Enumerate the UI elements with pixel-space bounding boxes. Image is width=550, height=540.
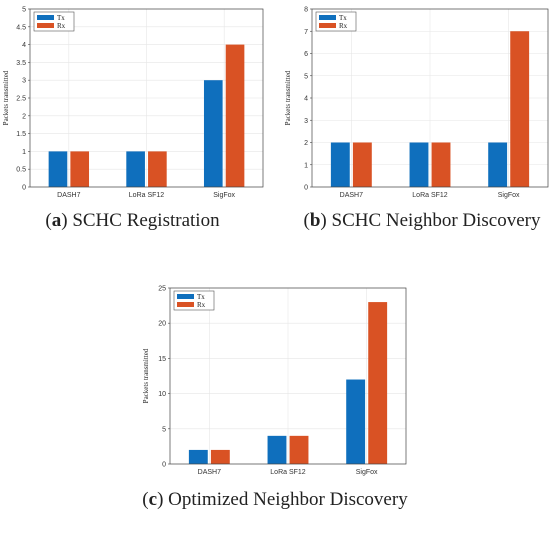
chart2-ytick-label: 25	[158, 286, 166, 293]
chart0-legend-swatch-tx	[37, 15, 54, 20]
chart0-ytick-label: 1.5	[16, 131, 26, 138]
chart0-ytick-label: 4	[22, 42, 26, 49]
chart0-ytick-label: 5	[22, 7, 26, 14]
chart0-legend-label-rx: Rx	[57, 22, 66, 30]
chart2-ytick-label: 20	[158, 321, 166, 328]
chart0-ytick-label: 0.5	[16, 167, 26, 174]
chart2-y-axis-title: Packets transmitted	[142, 348, 150, 403]
chart1-legend-swatch-tx	[319, 15, 336, 20]
chart1-bar-rx-1	[431, 142, 451, 187]
caption-a-text: SCHC Registration	[72, 210, 220, 231]
chart2-ytick-label: 0	[162, 462, 166, 469]
chart0-legend-box	[33, 11, 75, 32]
caption-c: (c) Optimized Neighbor Discovery	[142, 489, 408, 510]
chart1-bar-rx-0	[352, 142, 372, 187]
chart1-xtick-label: LoRa SF12	[412, 192, 448, 199]
chart0-ytick-label: 3.5	[16, 60, 26, 67]
chart1-bar-tx-2	[488, 142, 508, 187]
chart1-ytick-label: 6	[304, 51, 308, 58]
chart-a-svg: 0 0.5 1 1.5 2 2.5 3 3.5 4 4.5 5 DASH7 LoRa SF12 SigFo…	[2, 7, 264, 199]
chart0-bar-tx-0	[48, 151, 68, 187]
caption-b: (b) SCHC Neighbor Discovery	[303, 210, 541, 231]
chart1-y-axis-title: Packets transmitted	[284, 70, 292, 125]
chart0-ytick-label: 3	[22, 78, 26, 85]
caption-b-text: SCHC Neighbor Discovery	[331, 210, 541, 231]
chart0-ytick-label: 4.5	[16, 24, 26, 31]
chart1-ytick-label: 0	[304, 185, 308, 192]
chart0-bar-rx-2	[225, 44, 245, 187]
chart1-legend-swatch-rx	[319, 23, 336, 28]
chart1-ytick-label: 8	[304, 7, 308, 14]
caption-a: (a) SCHC Registration	[45, 210, 220, 231]
chart2-bar-rx-0	[210, 449, 230, 464]
chart0-bar-rx-1	[148, 151, 167, 187]
chart0-xtick-label: DASH7	[57, 192, 80, 199]
chart1-ytick-label: 7	[304, 29, 308, 36]
chart1-legend-box	[315, 11, 357, 32]
chart0-ytick-label: 1	[22, 149, 26, 156]
caption-c-letter: c	[148, 489, 158, 510]
chart1-ytick-label: 5	[304, 73, 308, 80]
chart-panel-b: 0 1 2 3 4 5 6 7 8 DASH7 LoRa SF12 SigFox Packets tra…	[282, 0, 550, 265]
chart0-ytick-label: 0	[22, 185, 26, 192]
chart2-ytick-label: 5	[162, 426, 166, 433]
chart0-bar-tx-1	[126, 151, 145, 187]
chart2-bar-tx-2	[346, 379, 366, 464]
chart-panel-a: 0 0.5 1 1.5 2 2.5 3 3.5 4 4.5 5 DASH7 LoRa SF12 SigFo…	[0, 0, 265, 240]
chart0-xtick-label: SigFox	[213, 192, 235, 199]
chart2-xtick-label: SigFox	[356, 469, 378, 476]
chart1-xtick-label: DASH7	[340, 192, 363, 199]
chart0-bar-tx-2	[203, 80, 223, 187]
chart2-legend-box	[173, 290, 215, 311]
chart2-ytick-label: 10	[158, 391, 166, 398]
chart2-bar-tx-0	[188, 449, 208, 464]
chart0-legend-label-tx: Tx	[57, 14, 65, 22]
chart1-ytick-label: 1	[304, 162, 308, 169]
chart2-ytick-label: 15	[158, 356, 166, 363]
chart0-y-axis-title: Packets transmitted	[2, 70, 10, 125]
chart2-axes-box	[169, 287, 407, 465]
chart1-legend-label-rx: Rx	[339, 22, 348, 30]
chart2-legend-swatch-rx	[177, 302, 194, 307]
chart1-bar-rx-2	[510, 31, 530, 187]
chart2-legend-label-tx: Tx	[197, 293, 205, 301]
chart0-ytick-label: 2.5	[16, 96, 26, 103]
chart2-bar-tx-1	[267, 435, 287, 464]
chart1-xtick-label: SigFox	[498, 192, 520, 199]
chart2-legend-label-rx: Rx	[197, 301, 206, 309]
caption-b-letter: b	[309, 210, 321, 231]
chart-panel-c: 0 5 10 15 20 25 DASH7 LoRa SF12 SigFox Packets tr…	[140, 280, 410, 540]
chart0-legend-swatch-rx	[37, 23, 54, 28]
chart0-xtick-label: LoRa SF12	[129, 192, 165, 199]
chart2-legend-swatch-tx	[177, 294, 194, 299]
chart-b-svg: 0 1 2 3 4 5 6 7 8 DASH7 LoRa SF12 SigFox Packets tra…	[284, 7, 549, 199]
chart2-bar-rx-2	[368, 302, 388, 464]
chart0-ytick-label: 2	[22, 113, 26, 120]
chart0-axes-box	[29, 8, 264, 188]
caption-a-letter: a	[51, 210, 62, 231]
chart1-ytick-label: 3	[304, 118, 308, 125]
chart1-bar-tx-1	[409, 142, 429, 187]
chart1-ytick-label: 2	[304, 140, 308, 147]
caption-c-text: Optimized Neighbor Discovery	[168, 489, 408, 510]
chart1-ytick-label: 4	[304, 96, 308, 103]
chart0-bar-rx-0	[70, 151, 90, 187]
chart1-legend-label-tx: Tx	[339, 14, 347, 22]
chart-c-svg: 0 5 10 15 20 25 DASH7 LoRa SF12 SigFox Packets tr…	[142, 286, 407, 476]
chart1-axes-box	[311, 8, 549, 188]
chart2-xtick-label: DASH7	[198, 469, 221, 476]
chart2-bar-rx-1	[289, 435, 309, 464]
chart2-xtick-label: LoRa SF12	[270, 469, 306, 476]
chart1-bar-tx-0	[330, 142, 350, 187]
